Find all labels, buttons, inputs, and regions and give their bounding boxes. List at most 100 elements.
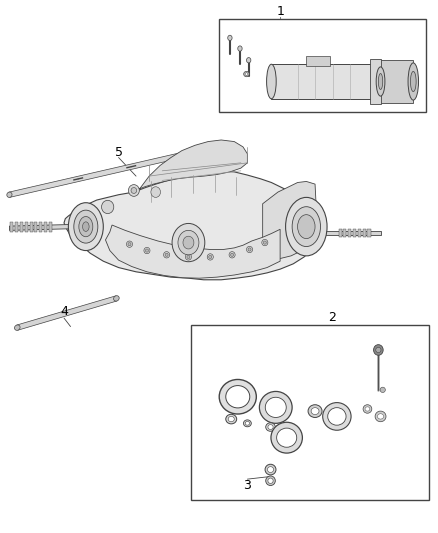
Polygon shape [9, 147, 206, 197]
Ellipse shape [286, 197, 327, 256]
Ellipse shape [79, 216, 93, 237]
Polygon shape [44, 222, 47, 232]
Ellipse shape [268, 478, 273, 483]
Ellipse shape [102, 200, 114, 214]
Polygon shape [353, 229, 356, 237]
Text: 2: 2 [328, 311, 336, 324]
Bar [191, 325, 428, 500]
Ellipse shape [238, 46, 242, 51]
Polygon shape [317, 231, 381, 235]
Polygon shape [49, 222, 52, 232]
Ellipse shape [375, 411, 386, 422]
Ellipse shape [145, 249, 148, 252]
Ellipse shape [185, 254, 191, 260]
Polygon shape [34, 222, 37, 232]
Ellipse shape [380, 387, 385, 392]
Bar [219, 19, 426, 112]
Ellipse shape [228, 416, 234, 422]
Bar [306, 56, 330, 66]
Ellipse shape [266, 476, 276, 486]
Ellipse shape [263, 241, 266, 244]
Ellipse shape [82, 222, 89, 231]
Ellipse shape [163, 252, 170, 258]
Ellipse shape [410, 71, 416, 92]
Polygon shape [370, 59, 381, 104]
Ellipse shape [376, 67, 385, 96]
Ellipse shape [226, 385, 250, 408]
Ellipse shape [247, 58, 251, 63]
Polygon shape [64, 171, 317, 280]
Ellipse shape [207, 254, 213, 260]
Ellipse shape [271, 422, 302, 453]
Ellipse shape [265, 464, 276, 475]
Polygon shape [263, 181, 317, 259]
Polygon shape [20, 222, 23, 232]
Ellipse shape [229, 252, 235, 258]
Ellipse shape [209, 255, 212, 259]
Ellipse shape [178, 230, 199, 255]
Ellipse shape [277, 428, 297, 447]
Polygon shape [17, 296, 117, 330]
Polygon shape [363, 229, 366, 237]
Ellipse shape [127, 241, 133, 247]
Ellipse shape [376, 348, 381, 353]
Ellipse shape [297, 215, 315, 239]
Ellipse shape [131, 188, 137, 193]
Ellipse shape [230, 253, 233, 256]
Ellipse shape [259, 391, 292, 423]
Ellipse shape [365, 407, 370, 411]
Ellipse shape [219, 379, 256, 414]
Text: 4: 4 [60, 305, 68, 318]
Polygon shape [29, 222, 32, 232]
Ellipse shape [378, 414, 384, 419]
Polygon shape [358, 229, 361, 237]
Ellipse shape [74, 210, 98, 243]
Ellipse shape [248, 248, 251, 251]
Ellipse shape [203, 147, 208, 152]
Ellipse shape [268, 467, 274, 472]
Polygon shape [15, 222, 18, 232]
Ellipse shape [374, 345, 383, 356]
Ellipse shape [378, 74, 383, 90]
Ellipse shape [408, 63, 419, 100]
Ellipse shape [187, 255, 190, 259]
Ellipse shape [7, 192, 12, 197]
Ellipse shape [247, 246, 253, 253]
Polygon shape [367, 229, 371, 237]
Ellipse shape [128, 184, 139, 196]
Polygon shape [11, 222, 13, 232]
Polygon shape [106, 225, 280, 278]
Ellipse shape [262, 239, 268, 246]
Polygon shape [343, 229, 346, 237]
Ellipse shape [265, 397, 286, 417]
Ellipse shape [266, 423, 276, 431]
Ellipse shape [172, 223, 205, 262]
Ellipse shape [245, 72, 248, 75]
Ellipse shape [183, 236, 194, 249]
Ellipse shape [144, 247, 150, 254]
Polygon shape [138, 140, 247, 189]
Ellipse shape [228, 35, 232, 41]
Ellipse shape [328, 408, 346, 425]
Polygon shape [10, 224, 71, 230]
Ellipse shape [68, 203, 103, 251]
Text: 5: 5 [115, 146, 123, 159]
Ellipse shape [226, 414, 237, 424]
Ellipse shape [165, 253, 168, 256]
Polygon shape [348, 229, 351, 237]
Ellipse shape [268, 425, 273, 430]
Ellipse shape [363, 405, 372, 413]
Ellipse shape [128, 243, 131, 246]
Polygon shape [272, 64, 381, 99]
Ellipse shape [308, 405, 322, 417]
Ellipse shape [113, 296, 119, 301]
Text: 3: 3 [244, 479, 251, 492]
Polygon shape [39, 222, 42, 232]
Ellipse shape [292, 207, 321, 247]
Polygon shape [374, 60, 413, 103]
Polygon shape [25, 222, 28, 232]
Ellipse shape [245, 422, 250, 425]
Text: 1: 1 [276, 5, 284, 18]
Ellipse shape [267, 64, 276, 99]
Polygon shape [339, 229, 342, 237]
